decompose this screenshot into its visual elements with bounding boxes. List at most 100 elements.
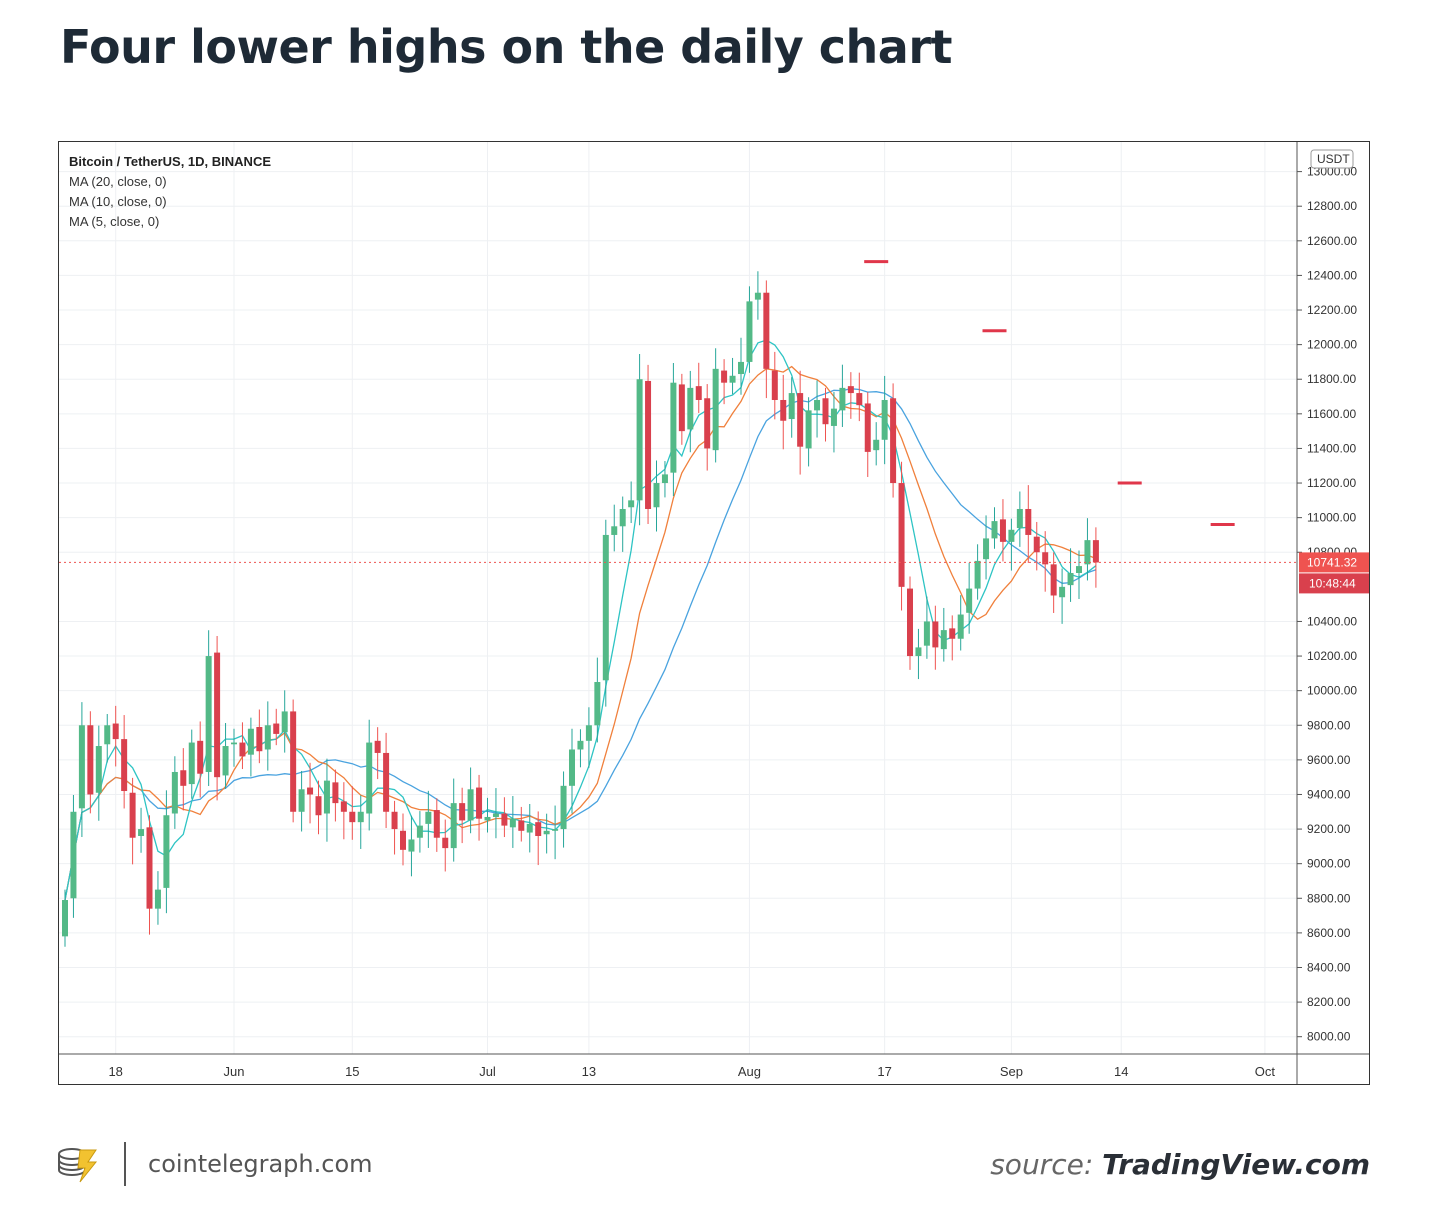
y-tick-label: 8000.00 xyxy=(1307,1030,1351,1044)
candle-body xyxy=(873,439,880,451)
candle-body xyxy=(171,771,178,814)
chart-panel[interactable]: 13000.00 12800.00 12600.00 12400.00 12200.00… xyxy=(58,141,1370,1085)
candle-body xyxy=(154,889,161,909)
candle-body xyxy=(999,519,1006,542)
candle-body xyxy=(1084,540,1091,565)
candle-body xyxy=(492,813,499,817)
candle-body xyxy=(560,785,567,830)
candle-body xyxy=(281,711,288,733)
y-tick-label: 8600.00 xyxy=(1307,926,1351,940)
candle-body xyxy=(256,726,263,752)
candle-body xyxy=(78,725,85,809)
candle-body xyxy=(290,711,297,812)
candle-body xyxy=(602,534,609,681)
candle-body xyxy=(1067,573,1074,586)
current-price-badge xyxy=(1299,552,1369,573)
chart-legend: Bitcoin / TetherUS, 1D, BINANCE MA (20, … xyxy=(69,152,271,232)
candle-body xyxy=(822,398,829,425)
candle-body xyxy=(746,301,753,362)
candle-body xyxy=(585,725,592,741)
candle-body xyxy=(788,393,795,420)
candle-body xyxy=(205,656,212,772)
y-tick-label: 11800.00 xyxy=(1307,372,1356,386)
candle-body xyxy=(416,825,423,838)
page-title: Four lower highs on the daily chart xyxy=(60,20,953,74)
candle-body xyxy=(611,526,618,535)
x-tick-label: 13 xyxy=(582,1064,596,1079)
candle-body xyxy=(830,408,837,426)
candle-body xyxy=(1016,508,1023,529)
candle-body xyxy=(687,387,694,430)
x-tick-label: Jul xyxy=(479,1064,496,1079)
candle-body xyxy=(307,787,314,795)
candle-body xyxy=(518,820,525,831)
candle-body xyxy=(112,723,119,740)
site-name[interactable]: cointelegraph.com xyxy=(148,1150,373,1178)
y-tick-label: 8200.00 xyxy=(1307,995,1351,1009)
candle-body xyxy=(315,796,322,816)
candle-body xyxy=(349,811,356,823)
candle-body xyxy=(636,379,643,501)
ma20-line xyxy=(64,388,1097,901)
y-tick-label: 11400.00 xyxy=(1307,441,1356,455)
y-tick-label: 9000.00 xyxy=(1307,857,1351,871)
candle-body xyxy=(231,742,237,745)
y-tick-label: 8800.00 xyxy=(1307,891,1351,905)
candle-body xyxy=(214,652,221,778)
candle-body xyxy=(357,811,364,823)
candle-body xyxy=(780,399,787,421)
candle-body xyxy=(383,752,390,812)
countdown-label: 10:48:44 xyxy=(1309,576,1356,590)
currency-badge xyxy=(1310,149,1354,169)
candle-body xyxy=(332,782,339,804)
legend-ma5: MA (5, close, 0) xyxy=(69,214,160,229)
candle-body xyxy=(222,746,229,776)
candle-body xyxy=(95,746,102,793)
candle-body xyxy=(400,830,406,850)
candle-body xyxy=(391,811,398,830)
source-prefix: source: xyxy=(990,1148,1103,1181)
y-tick-label: 11000.00 xyxy=(1307,511,1356,525)
candle-body xyxy=(907,588,913,657)
candle-body xyxy=(991,521,998,539)
legend-ma20: MA (20, close, 0) xyxy=(69,174,167,189)
candle-body xyxy=(366,742,373,814)
candle-body xyxy=(847,386,854,394)
candle-body xyxy=(678,384,685,432)
y-tick-label: 10200.00 xyxy=(1307,649,1357,663)
candle-body xyxy=(661,474,668,484)
ma10-line xyxy=(64,365,1097,901)
y-tick-label: 11200.00 xyxy=(1307,476,1356,490)
candle-body xyxy=(323,780,330,814)
x-tick-label: Aug xyxy=(738,1064,761,1079)
candle-body xyxy=(467,789,474,821)
candle-body xyxy=(425,811,432,824)
candle-body xyxy=(1025,508,1032,535)
candle-body xyxy=(754,292,761,300)
candle-body xyxy=(1033,536,1040,553)
candle-body xyxy=(738,361,744,375)
candle-body xyxy=(535,822,542,836)
candle-body xyxy=(864,403,871,452)
candle-body xyxy=(104,725,111,745)
candle-body xyxy=(501,813,508,826)
candle-body xyxy=(1076,566,1082,574)
candle-body xyxy=(712,368,719,451)
y-tick-label: 9800.00 xyxy=(1307,718,1351,732)
candle-body xyxy=(146,827,153,909)
candle-body xyxy=(1008,529,1015,542)
y-tick-label: 10000.00 xyxy=(1307,684,1357,698)
candle-body xyxy=(197,740,204,774)
source-credit: source: TradingView.com xyxy=(990,1148,1370,1181)
candlestick-chart[interactable]: 13000.0012800.0012600.0012400.0012200.00… xyxy=(59,142,1369,1084)
candle-body xyxy=(552,829,559,831)
candle-body xyxy=(940,630,947,650)
x-tick-label: Sep xyxy=(1000,1064,1023,1079)
y-tick-label: 10400.00 xyxy=(1307,614,1357,628)
source-name: TradingView.com xyxy=(1102,1148,1370,1181)
candle-body xyxy=(763,292,770,369)
candle-body xyxy=(966,588,973,613)
candle-body xyxy=(569,749,575,786)
candle-body xyxy=(729,375,736,383)
y-tick-label: 12600.00 xyxy=(1307,234,1357,248)
